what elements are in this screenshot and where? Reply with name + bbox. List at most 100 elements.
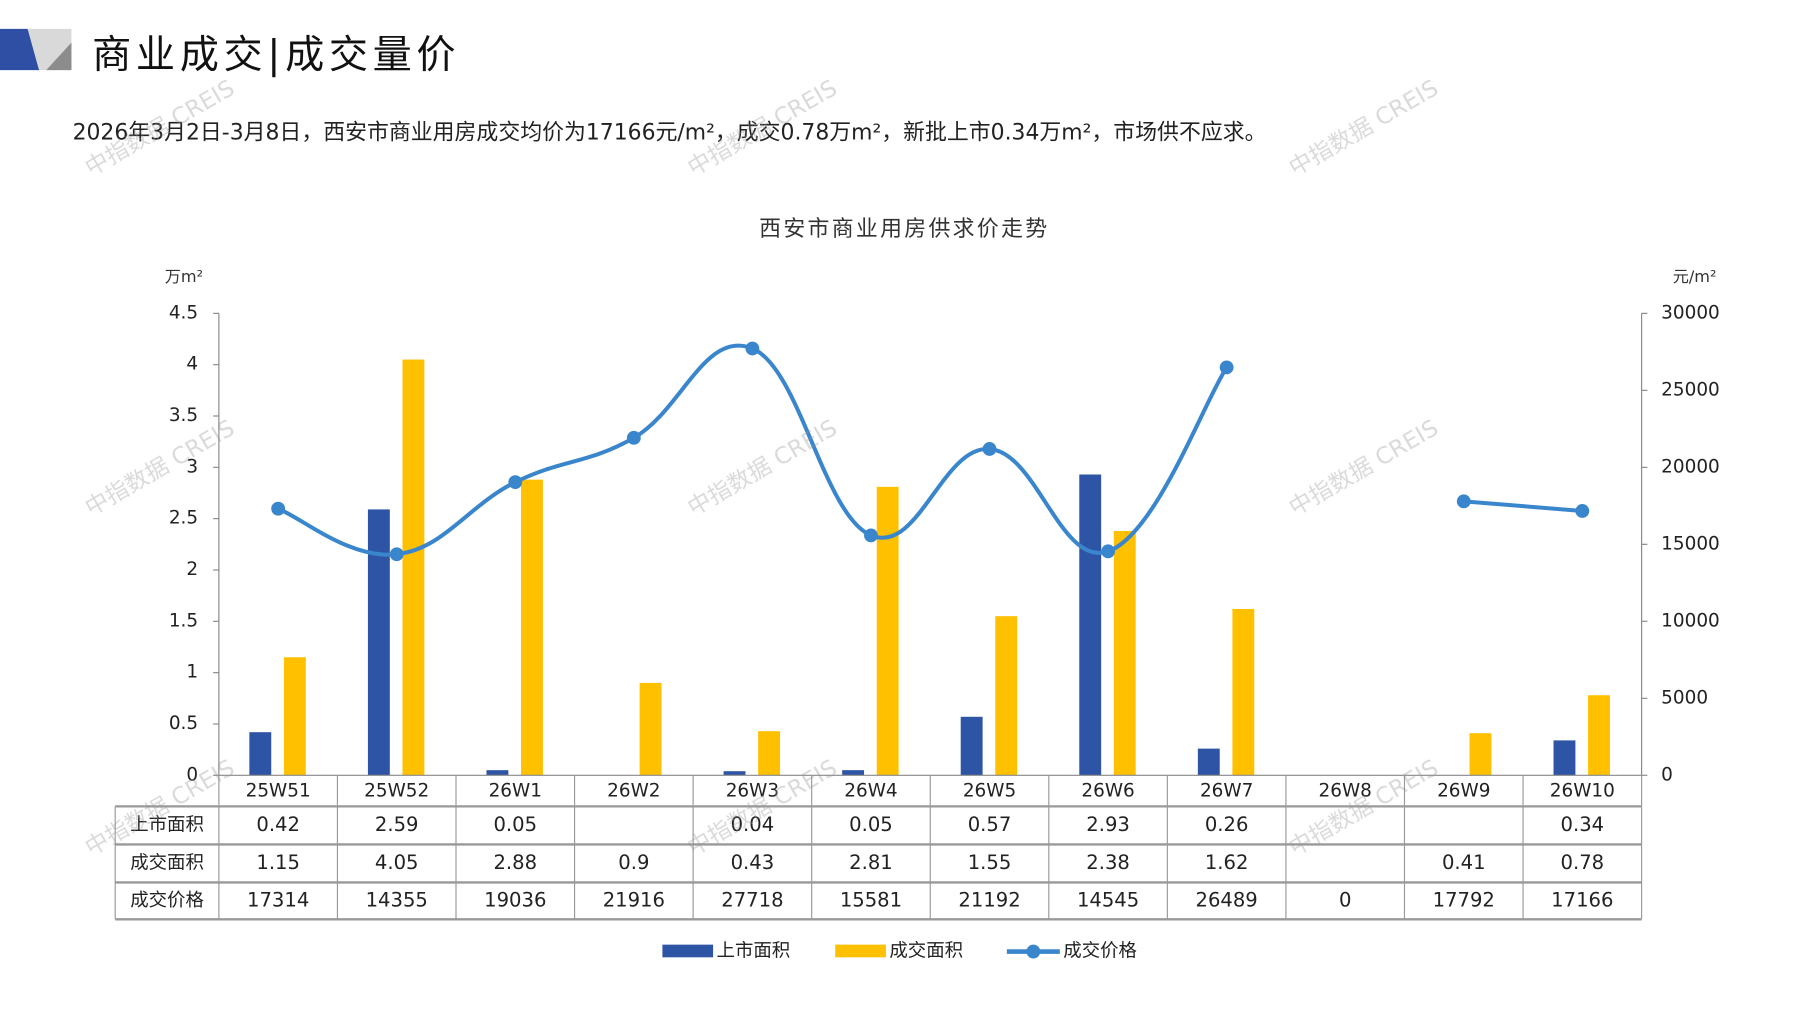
table-cell-price: 21192 xyxy=(958,888,1020,911)
table-cell-deal-area: 4.05 xyxy=(375,851,419,874)
table-cell-supply: 0.42 xyxy=(256,813,300,836)
price-point-26W4 xyxy=(864,528,878,543)
left-tick-label: 3.5 xyxy=(169,405,198,426)
category-label: 26W4 xyxy=(844,780,897,801)
price-point-26W2 xyxy=(626,430,641,445)
price-point-26W1 xyxy=(508,475,523,490)
table-row-header-deal-area: 成交面积 xyxy=(130,852,204,873)
bar-deal-area-26W3 xyxy=(758,731,781,776)
left-tick-label: 2.5 xyxy=(169,508,198,529)
price-line-segment xyxy=(277,343,1229,557)
page-title: 商业成交|成交量价 xyxy=(92,32,461,79)
table-cell-price: 21916 xyxy=(603,888,665,911)
table-cell-deal-area: 2.88 xyxy=(493,851,537,874)
table-cell-price: 14545 xyxy=(1077,888,1139,911)
category-label: 26W1 xyxy=(489,780,542,801)
left-tick-label: 1.5 xyxy=(169,610,198,631)
category-label: 26W9 xyxy=(1437,780,1490,801)
right-axis-unit: 元/m² xyxy=(1672,268,1717,287)
legend-swatch-deal-area xyxy=(835,944,886,958)
table-cell-supply: 0.05 xyxy=(849,813,893,836)
price-point-25W51 xyxy=(271,501,286,516)
table-cell-deal-area: 2.81 xyxy=(849,851,893,874)
category-label: 25W52 xyxy=(364,780,429,801)
legend-label-deal-area: 成交面积 xyxy=(889,941,963,962)
summary-text: 2026年3月2日-3月8日，西安市商业用房成交均价为17166元/m²，成交0… xyxy=(72,119,1267,146)
price-point-26W9 xyxy=(1456,494,1471,509)
bar-supply-26W7 xyxy=(1197,748,1220,776)
table-cell-deal-area: 0.41 xyxy=(1442,851,1486,874)
right-tick-label: 20000 xyxy=(1661,456,1720,477)
category-label: 25W51 xyxy=(246,780,311,801)
price-point-25W52 xyxy=(389,547,404,562)
table-cell-deal-area: 1.62 xyxy=(1205,851,1249,874)
bar-deal-area-26W1 xyxy=(521,479,543,776)
left-tick-label: 4.5 xyxy=(169,302,198,323)
right-tick-label: 15000 xyxy=(1661,533,1720,554)
brand-logo xyxy=(0,28,72,71)
bar-supply-25W52 xyxy=(367,509,390,776)
table-cell-price: 17792 xyxy=(1433,888,1495,911)
price-line-segment xyxy=(1463,499,1583,513)
category-label: 26W8 xyxy=(1319,780,1372,801)
price-point-26W10 xyxy=(1575,504,1590,518)
bar-deal-area-25W52 xyxy=(402,359,425,776)
bar-supply-26W3 xyxy=(723,771,746,776)
left-axis-unit: 万m² xyxy=(164,268,204,287)
bar-deal-area-25W51 xyxy=(283,657,306,776)
legend-label-price: 成交价格 xyxy=(1063,941,1137,962)
table-cell-price: 17314 xyxy=(247,888,309,911)
table-cell-price: 19036 xyxy=(484,888,546,911)
table-cell-supply: 0.34 xyxy=(1561,813,1605,836)
price-point-26W7 xyxy=(1219,360,1234,375)
table-cell-deal-area: 0.78 xyxy=(1561,851,1605,874)
left-tick-label: 3 xyxy=(186,456,198,477)
left-tick-label: 0.5 xyxy=(169,713,198,734)
price-point-26W6 xyxy=(1101,544,1115,559)
price-point-26W3 xyxy=(745,341,760,356)
table-cell-price: 14355 xyxy=(366,888,428,911)
legend-label-supply: 上市面积 xyxy=(717,941,791,962)
bar-deal-area-26W6 xyxy=(1113,530,1136,776)
table-cell-deal-area: 2.38 xyxy=(1086,851,1130,874)
table-cell-deal-area: 0.43 xyxy=(731,851,775,874)
category-label: 26W7 xyxy=(1200,780,1253,801)
table-cell-deal-area: 1.55 xyxy=(968,851,1012,874)
table-cell-price: 15581 xyxy=(840,888,902,911)
category-label: 26W6 xyxy=(1081,780,1134,801)
legend-marker-price xyxy=(1026,944,1041,959)
bar-supply-26W6 xyxy=(1079,474,1102,776)
table-cell-price: 0 xyxy=(1339,888,1351,911)
right-tick-label: 10000 xyxy=(1661,610,1720,631)
bar-deal-area-26W9 xyxy=(1469,733,1492,776)
bar-supply-26W10 xyxy=(1553,740,1576,776)
table-cell-supply: 2.93 xyxy=(1086,813,1130,836)
table-cell-price: 27718 xyxy=(721,888,783,911)
table-cell-deal-area: 1.15 xyxy=(256,851,300,874)
table-cell-supply: 0.26 xyxy=(1205,813,1249,836)
left-tick-label: 1 xyxy=(186,662,198,683)
bar-deal-area-26W4 xyxy=(876,486,899,776)
right-tick-label: 5000 xyxy=(1661,687,1708,708)
legend-swatch-supply xyxy=(662,944,714,958)
table-cell-supply: 0.05 xyxy=(493,813,537,836)
right-tick-label: 25000 xyxy=(1661,379,1720,400)
category-label: 26W5 xyxy=(963,780,1016,801)
bar-deal-area-26W5 xyxy=(995,616,1018,776)
right-tick-label: 30000 xyxy=(1661,302,1720,323)
bar-deal-area-26W2 xyxy=(639,682,662,776)
chart-title: 西安市商业用房供求价走势 xyxy=(759,216,1050,242)
category-label: 26W3 xyxy=(726,780,779,801)
table-row-header-supply: 上市面积 xyxy=(130,814,204,835)
bar-deal-area-26W7 xyxy=(1232,608,1255,776)
bar-supply-26W1 xyxy=(486,770,509,776)
left-tick-label: 2 xyxy=(186,559,198,580)
category-label: 26W10 xyxy=(1550,780,1615,801)
bar-supply-26W5 xyxy=(960,716,983,776)
left-tick-label: 0 xyxy=(186,764,198,785)
bar-supply-26W4 xyxy=(842,770,865,776)
table-cell-price: 26489 xyxy=(1195,888,1257,911)
right-tick-label: 0 xyxy=(1661,764,1673,785)
